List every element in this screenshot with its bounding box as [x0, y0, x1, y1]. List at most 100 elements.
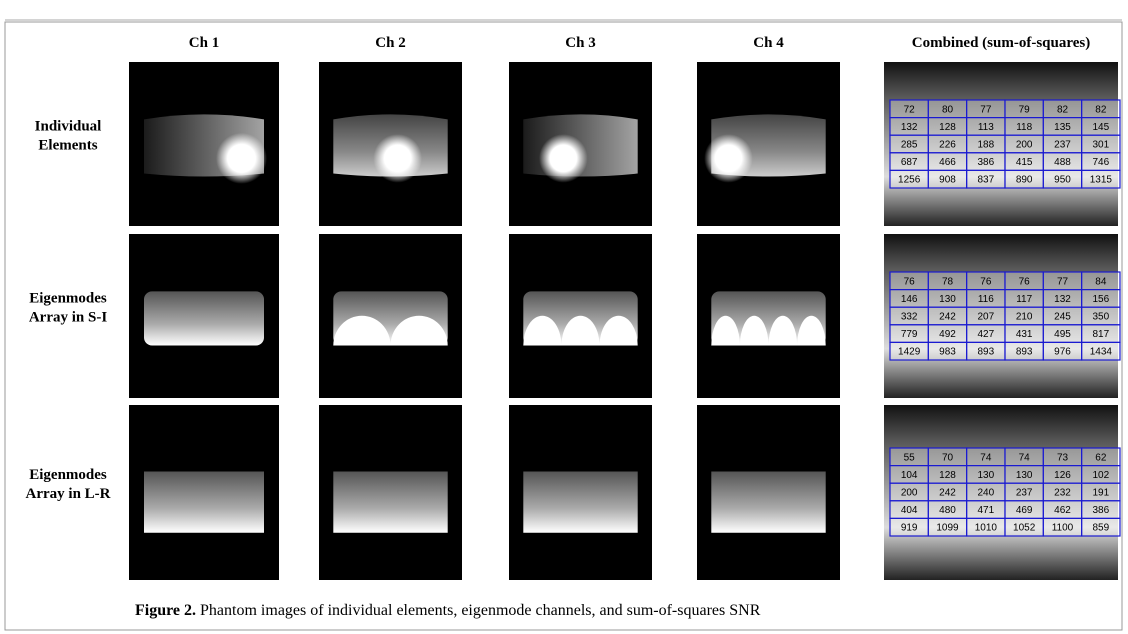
snr-value: 82 — [1057, 104, 1069, 115]
image-mask — [509, 346, 652, 398]
caption-label: Figure 2. — [135, 602, 196, 619]
caption: Figure 2. Phantom images of individual e… — [135, 602, 761, 619]
snr-value: 746 — [1092, 157, 1109, 168]
snr-value: 77 — [980, 104, 992, 115]
snr-value: 480 — [939, 505, 956, 516]
snr-value: 84 — [1095, 276, 1107, 287]
image-mask — [129, 346, 279, 398]
phantom-hotspot — [704, 134, 753, 183]
snr-value: 72 — [904, 104, 916, 115]
snr-value: 404 — [901, 505, 918, 516]
snr-value: 242 — [939, 488, 956, 499]
snr-value: 908 — [939, 175, 956, 186]
snr-value: 237 — [1054, 140, 1071, 151]
snr-value: 350 — [1092, 312, 1109, 323]
snr-value: 76 — [980, 276, 992, 287]
column-header: Ch 2 — [375, 35, 405, 51]
snr-value: 76 — [904, 276, 916, 287]
phantom-band — [523, 472, 637, 533]
snr-value: 74 — [980, 452, 992, 463]
snr-value: 837 — [977, 175, 994, 186]
snr-value: 240 — [977, 488, 994, 499]
snr-value: 62 — [1095, 452, 1107, 463]
snr-value: 415 — [1016, 157, 1033, 168]
row-label: Array in L-R — [26, 486, 111, 502]
snr-value: 79 — [1019, 104, 1031, 115]
snr-value: 285 — [901, 140, 918, 151]
snr-value: 950 — [1054, 175, 1071, 186]
snr-value: 55 — [904, 452, 916, 463]
snr-value: 200 — [901, 488, 918, 499]
phantom-image — [319, 62, 462, 226]
phantom-hotspot — [539, 134, 588, 183]
snr-value: 210 — [1016, 312, 1033, 323]
phantom-image — [509, 405, 652, 580]
snr-value: 126 — [1054, 470, 1071, 481]
snr-value: 1256 — [898, 175, 921, 186]
snr-value: 1429 — [898, 347, 921, 358]
snr-value: 488 — [1054, 157, 1071, 168]
snr-value: 130 — [1016, 470, 1033, 481]
snr-value: 471 — [977, 505, 994, 516]
snr-value: 77 — [1057, 276, 1069, 287]
snr-value: 82 — [1095, 104, 1107, 115]
snr-value: 78 — [942, 276, 954, 287]
snr-value: 76 — [1019, 276, 1031, 287]
snr-value: 427 — [977, 329, 994, 340]
snr-value: 116 — [978, 294, 994, 305]
caption-text: Phantom images of individual elements, e… — [196, 602, 761, 619]
snr-value: 102 — [1092, 470, 1109, 481]
phantom-band — [144, 291, 264, 345]
snr-value: 118 — [1016, 122, 1032, 133]
snr-value: 104 — [901, 470, 918, 481]
column-header: Combined (sum-of-squares) — [912, 35, 1090, 51]
snr-value: 207 — [977, 312, 994, 323]
phantom-image — [697, 62, 840, 226]
snr-value: 128 — [939, 122, 956, 133]
snr-value: 431 — [1016, 329, 1033, 340]
snr-value: 135 — [1054, 122, 1071, 133]
phantom-image — [129, 62, 279, 226]
snr-value: 191 — [1092, 488, 1109, 499]
snr-value: 80 — [942, 104, 954, 115]
snr-value: 73 — [1057, 452, 1069, 463]
snr-value: 132 — [901, 122, 918, 133]
snr-value: 386 — [1092, 505, 1109, 516]
snr-value: 1315 — [1090, 175, 1113, 186]
snr-value: 226 — [939, 140, 956, 151]
phantom-hotspot — [216, 133, 267, 184]
snr-value: 237 — [1016, 488, 1033, 499]
snr-value: 779 — [901, 329, 918, 340]
snr-value: 817 — [1092, 329, 1109, 340]
snr-value: 1434 — [1090, 347, 1113, 358]
snr-value: 492 — [939, 329, 956, 340]
snr-value: 232 — [1054, 488, 1071, 499]
snr-value: 156 — [1092, 294, 1109, 305]
snr-value: 145 — [1092, 122, 1109, 133]
row-label: Eigenmodes — [29, 291, 107, 307]
phantom-image — [509, 62, 652, 226]
phantom-image — [319, 234, 462, 398]
snr-value: 1100 — [1052, 523, 1074, 534]
snr-value: 74 — [1019, 452, 1031, 463]
snr-value: 890 — [1016, 175, 1033, 186]
snr-value: 130 — [977, 470, 994, 481]
snr-value: 466 — [939, 157, 956, 168]
figure: Figure 2. Phantom images of individual e… — [0, 0, 1128, 634]
snr-value: 301 — [1092, 140, 1109, 151]
snr-value: 242 — [939, 312, 956, 323]
row-label: Individual — [35, 119, 102, 135]
image-mask — [697, 346, 840, 398]
phantom-image — [319, 405, 462, 580]
row-label: Array in S-I — [29, 310, 107, 326]
snr-value: 1052 — [1013, 523, 1036, 534]
snr-value: 919 — [901, 523, 918, 534]
snr-value: 128 — [939, 470, 956, 481]
snr-value: 113 — [978, 122, 994, 133]
snr-value: 1099 — [936, 523, 959, 534]
snr-value: 130 — [939, 294, 956, 305]
snr-value: 462 — [1054, 505, 1071, 516]
snr-value: 132 — [1054, 294, 1071, 305]
snr-value: 332 — [901, 312, 918, 323]
snr-value: 495 — [1054, 329, 1071, 340]
